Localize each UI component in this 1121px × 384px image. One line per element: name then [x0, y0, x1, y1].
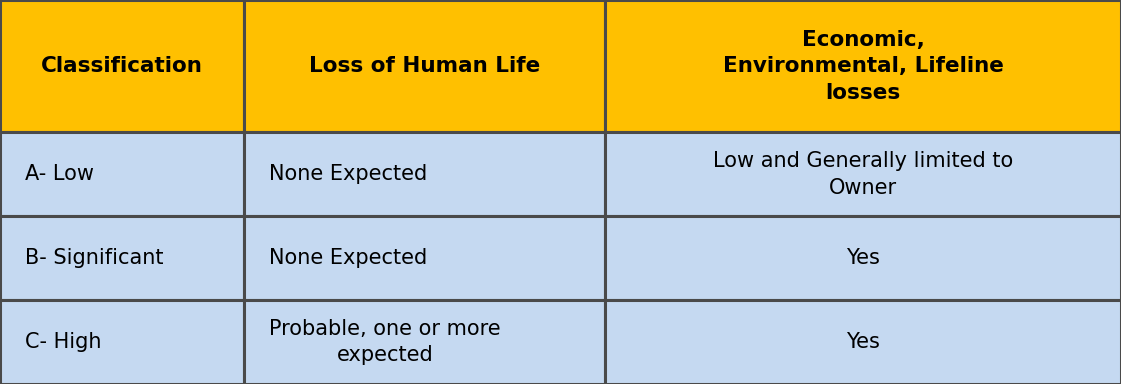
- Text: None Expected: None Expected: [269, 248, 427, 268]
- Bar: [605, 0, 1121, 132]
- Bar: [244, 216, 605, 300]
- Text: Loss of Human Life: Loss of Human Life: [309, 56, 540, 76]
- Bar: [244, 132, 605, 216]
- Bar: [244, 300, 605, 384]
- Bar: [0, 216, 244, 300]
- Text: Yes: Yes: [846, 332, 880, 352]
- Bar: [0, 0, 244, 132]
- Text: Economic,
Environmental, Lifeline
losses: Economic, Environmental, Lifeline losses: [723, 30, 1003, 103]
- Bar: [0, 300, 244, 384]
- Bar: [605, 132, 1121, 216]
- Text: B- Significant: B- Significant: [25, 248, 164, 268]
- Bar: [0, 132, 244, 216]
- Text: A- Low: A- Low: [25, 164, 94, 184]
- Bar: [244, 0, 605, 132]
- Bar: [605, 216, 1121, 300]
- Text: None Expected: None Expected: [269, 164, 427, 184]
- Text: Yes: Yes: [846, 248, 880, 268]
- Text: Probable, one or more
expected: Probable, one or more expected: [269, 319, 501, 365]
- Bar: [605, 300, 1121, 384]
- Text: C- High: C- High: [25, 332, 101, 352]
- Text: Low and Generally limited to
Owner: Low and Generally limited to Owner: [713, 151, 1013, 198]
- Text: Classification: Classification: [41, 56, 203, 76]
